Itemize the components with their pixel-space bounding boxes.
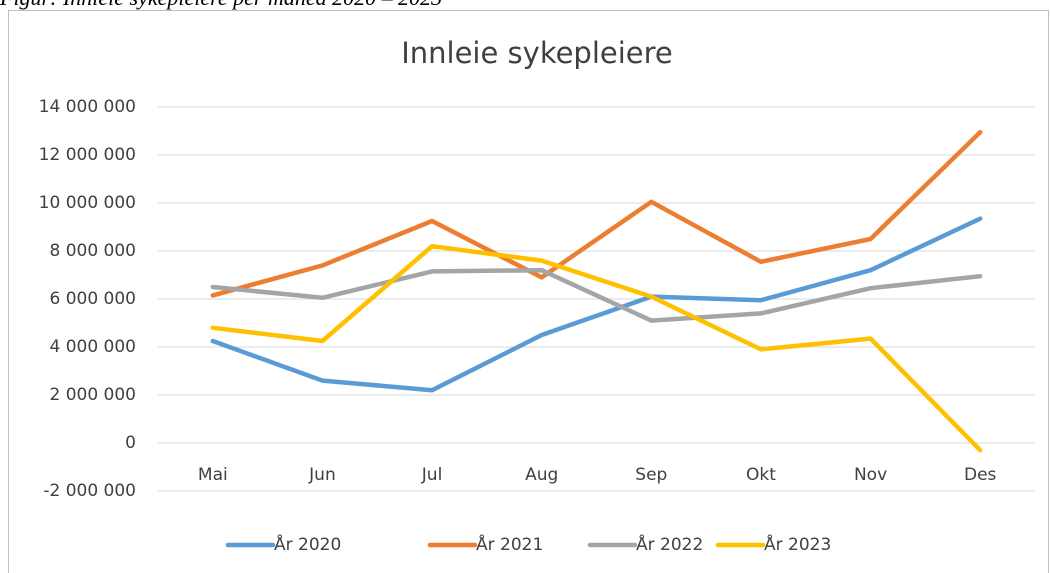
y-tick-label: 6 000 000 — [49, 289, 136, 309]
y-tick-label: 8 000 000 — [49, 241, 136, 261]
y-tick-label: -2 000 000 — [43, 481, 136, 501]
legend-label: År 2023 — [764, 533, 831, 555]
figure-caption: Figur: Innleie sykepleiere per måned 202… — [0, 0, 442, 10]
data-line — [210, 129, 983, 298]
x-tick-label: Jun — [308, 465, 336, 485]
y-tick-label: 14 000 000 — [39, 97, 136, 117]
y-tick-label: 2 000 000 — [49, 385, 136, 405]
chart-frame — [8, 10, 1049, 573]
data-line — [210, 243, 983, 453]
x-tick-label: Jul — [421, 465, 443, 485]
y-tick-label: 10 000 000 — [39, 193, 136, 213]
x-tick-label: Des — [964, 465, 997, 485]
chart-title: Innleie sykepleiere — [401, 36, 673, 70]
y-tick-label: 0 — [125, 433, 136, 453]
legend-label: År 2021 — [476, 533, 543, 555]
legend-label: År 2022 — [636, 533, 703, 555]
y-tick-label: 12 000 000 — [39, 145, 136, 165]
y-tick-label: 4 000 000 — [49, 337, 136, 357]
data-line — [210, 216, 983, 393]
legend-label: År 2020 — [274, 533, 341, 555]
x-tick-label: Aug — [525, 465, 558, 485]
x-tick-label: Sep — [635, 465, 667, 485]
x-tick-label: Mai — [198, 465, 228, 485]
data-line — [210, 267, 983, 323]
x-tick-label: Okt — [746, 465, 776, 485]
x-tick-label: Nov — [854, 465, 887, 485]
